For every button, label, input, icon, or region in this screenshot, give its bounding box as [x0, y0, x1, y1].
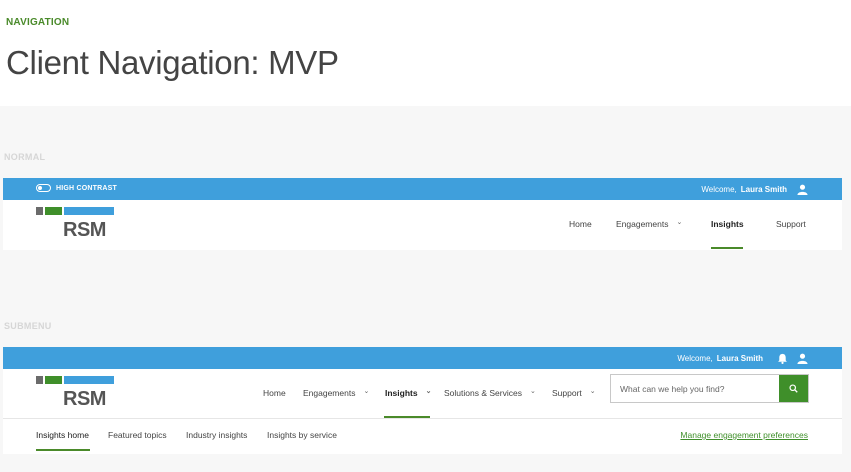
nav-item-label: Support — [776, 219, 806, 229]
logo-bar-green — [45, 376, 62, 384]
nav-item-home[interactable]: Home — [569, 219, 592, 229]
page-eyebrow: NAVIGATION — [6, 17, 70, 28]
user-name: Laura Smith — [740, 184, 787, 194]
nav-item-label: Insights — [711, 219, 744, 229]
active-subnav-indicator — [36, 449, 90, 451]
toggle-switch-icon — [36, 184, 51, 192]
bell-icon[interactable] — [776, 352, 788, 364]
logo-bar-blue — [64, 207, 114, 215]
active-nav-indicator — [384, 416, 430, 418]
logo-bar-gray — [36, 376, 43, 384]
high-contrast-label: HIGH CONTRAST — [56, 184, 117, 192]
nav-item-insights[interactable]: Insights — [711, 219, 744, 229]
search-icon — [789, 384, 798, 393]
high-contrast-toggle[interactable]: HIGH CONTRAST — [36, 184, 117, 192]
section-label-submenu: SUBMENU — [4, 321, 52, 331]
welcome-greeting-submenu: Welcome, Laura Smith — [677, 352, 808, 364]
nav-item-label: Engagements — [303, 388, 356, 398]
welcome-greeting: Welcome, Laura Smith — [701, 183, 808, 195]
utility-bar-normal: HIGH CONTRAST Welcome, Laura Smith — [3, 178, 842, 200]
page-title: Client Navigation: MVP — [6, 44, 339, 81]
search-button[interactable] — [779, 375, 808, 402]
subnav-item-featured-topics[interactable]: Featured topics — [108, 430, 167, 440]
chevron-down-icon: ⌄ — [589, 388, 596, 395]
main-nav-normal: RSM Home Engagements ⌄ Insights Support — [3, 200, 842, 250]
nav-item-home[interactable]: Home — [263, 388, 286, 398]
nav-item-label: Support — [552, 388, 582, 398]
nav-item-label: Insights — [385, 388, 418, 398]
search-box — [610, 374, 809, 403]
rsm-logo[interactable]: RSM — [36, 207, 116, 241]
mockup-canvas: NORMAL HIGH CONTRAST Welcome, Laura Smit… — [0, 106, 851, 472]
nav-item-label: Home — [569, 219, 592, 229]
nav-item-support[interactable]: Support — [776, 219, 806, 229]
subnav-item-industry-insights[interactable]: Industry insights — [186, 430, 248, 440]
main-nav-submenu: RSM Home Engagements ⌄ Insights ⌄ Solutions &… — [3, 369, 842, 418]
section-label-normal: NORMAL — [4, 152, 46, 162]
chevron-down-icon: ⌄ — [363, 388, 370, 395]
chevron-down-icon: ⌄ — [425, 388, 432, 395]
nav-item-support[interactable]: Support ⌄ — [552, 388, 596, 398]
logo-bar-blue — [64, 376, 114, 384]
logo-bar-green — [45, 207, 62, 215]
nav-item-engagements[interactable]: Engagements ⌄ — [303, 388, 369, 398]
nav-item-label: Engagements — [616, 219, 669, 229]
logo-wordmark: RSM — [63, 388, 106, 410]
nav-item-solutions-and-services[interactable]: Solutions & Services ⌄ — [444, 388, 536, 398]
chevron-down-icon: ⌄ — [529, 388, 536, 395]
welcome-prefix: Welcome, — [677, 353, 713, 363]
logo-wordmark: RSM — [63, 219, 106, 241]
search-input[interactable] — [611, 375, 779, 402]
logo-bar-gray — [36, 207, 43, 215]
active-nav-indicator — [711, 247, 743, 249]
chevron-down-icon: ⌄ — [676, 219, 683, 226]
user-icon[interactable] — [796, 183, 808, 195]
subnav-item-insights-by-service[interactable]: Insights by service — [267, 430, 337, 440]
manage-preferences-link[interactable]: Manage engagement preferences — [680, 430, 808, 440]
nav-item-insights[interactable]: Insights ⌄ — [385, 388, 431, 398]
rsm-logo[interactable]: RSM — [36, 376, 116, 410]
insights-submenu: Insights home Featured topics Industry ins… — [3, 418, 842, 454]
utility-bar-submenu: Welcome, Laura Smith — [3, 347, 842, 369]
nav-item-label: Solutions & Services — [444, 388, 522, 398]
nav-item-engagements[interactable]: Engagements ⌄ — [616, 219, 682, 229]
nav-item-label: Home — [263, 388, 286, 398]
welcome-prefix: Welcome, — [701, 184, 737, 194]
user-name: Laura Smith — [716, 353, 763, 363]
subnav-item-insights-home[interactable]: Insights home — [36, 430, 89, 440]
user-icon[interactable] — [796, 352, 808, 364]
